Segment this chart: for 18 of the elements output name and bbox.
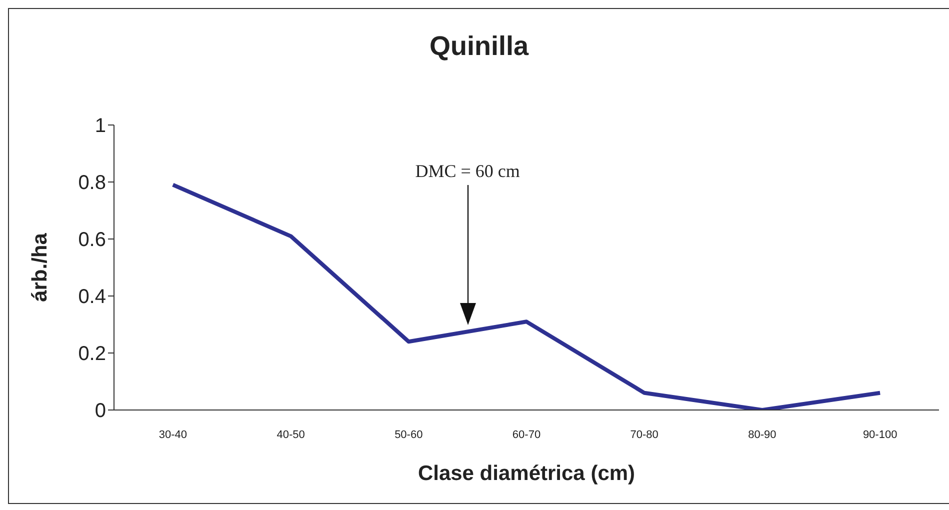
annotation: DMC = 60 cm (414, 161, 521, 182)
x-tick-label: 70-80 (630, 428, 658, 441)
y-tick-label: 0.4 (78, 286, 106, 308)
x-tick-label: 30-40 (158, 428, 187, 441)
y-tick-label: 0.8 (78, 172, 106, 194)
x-tick-label: 80-90 (748, 428, 776, 441)
x-axis-title: Clase diamétrica (cm) (418, 462, 636, 485)
x-tick-label: 60-70 (512, 428, 541, 441)
x-tick-label: 90-100 (862, 428, 898, 441)
y-tick-label: 0.6 (78, 229, 106, 252)
chart-title: Quinilla (428, 31, 530, 62)
y-tick-label: 1 (94, 115, 106, 138)
y-tick-label: 0 (94, 400, 106, 422)
x-tick-label: 40-50 (276, 428, 305, 441)
line-series (170, 182, 882, 410)
y-axis-title: árb./ha (28, 232, 52, 302)
x-tick-label: 50-60 (394, 428, 423, 441)
y-tick-label: 0.2 (78, 343, 106, 366)
